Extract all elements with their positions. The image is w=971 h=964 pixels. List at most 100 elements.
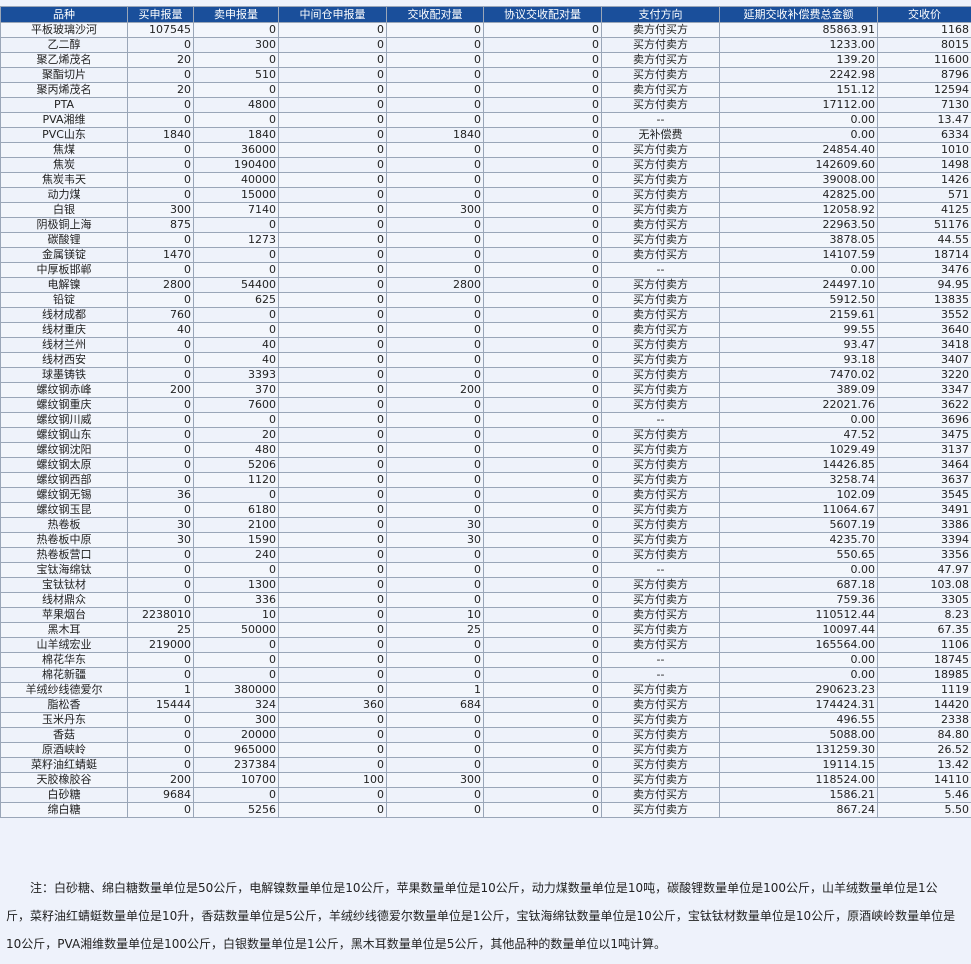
agreement-matched-cell: 0 <box>483 277 602 293</box>
sell-qty-cell: 36000 <box>193 142 279 158</box>
table-row: 羊绒纱线德爱尔 1 380000 0 1 0 买方付卖方 290623.23 1119 <box>0 682 971 698</box>
table-row: 玉米丹东 0 300 0 0 0 买方付卖方 496.55 2338 <box>0 712 971 728</box>
matched-qty-cell: 0 <box>386 322 484 338</box>
agreement-matched-cell: 0 <box>483 472 602 488</box>
intermediate-qty-cell: 0 <box>278 562 387 578</box>
buy-qty-cell: 0 <box>127 472 194 488</box>
intermediate-qty-cell: 0 <box>278 607 387 623</box>
settlement-price-cell: 3394 <box>877 532 971 548</box>
intermediate-qty-cell: 360 <box>278 697 387 713</box>
settlement-price-cell: 18745 <box>877 652 971 668</box>
matched-qty-cell: 0 <box>386 187 484 203</box>
agreement-matched-cell: 0 <box>483 682 602 698</box>
sell-qty-cell: 40000 <box>193 172 279 188</box>
settlement-price-cell: 3552 <box>877 307 971 323</box>
table-row: 棉花新疆 0 0 0 0 0 -- 0.00 18985 <box>0 667 971 683</box>
variety-cell: 线材兰州 <box>0 337 128 353</box>
variety-cell: 宝钛海绵钛 <box>0 562 128 578</box>
intermediate-qty-cell: 0 <box>278 37 387 53</box>
compensation-cell: 10097.44 <box>719 622 878 638</box>
variety-cell: 焦炭韦天 <box>0 172 128 188</box>
intermediate-qty-cell: 0 <box>278 202 387 218</box>
table-row: 天胶橡胶谷 200 10700 100 300 0 买方付卖方 118524.00 14110 <box>0 772 971 788</box>
matched-qty-cell: 0 <box>386 172 484 188</box>
intermediate-qty-cell: 0 <box>278 472 387 488</box>
buy-qty-cell: 0 <box>127 442 194 458</box>
sell-qty-cell: 0 <box>193 487 279 503</box>
agreement-matched-cell: 0 <box>483 352 602 368</box>
buy-qty-cell: 1 <box>127 682 194 698</box>
buy-qty-cell: 20 <box>127 52 194 68</box>
agreement-matched-cell: 0 <box>483 172 602 188</box>
intermediate-qty-cell: 0 <box>278 637 387 653</box>
compensation-cell: 142609.60 <box>719 157 878 173</box>
matched-qty-cell: 0 <box>386 442 484 458</box>
table-row: 白砂糖 9684 0 0 0 0 卖方付买方 1586.21 5.46 <box>0 787 971 803</box>
variety-cell: 线材成都 <box>0 307 128 323</box>
sell-qty-cell: 0 <box>193 322 279 338</box>
variety-cell: 宝钛钛材 <box>0 577 128 593</box>
sell-qty-cell: 20 <box>193 427 279 443</box>
variety-cell: 天胶橡胶谷 <box>0 772 128 788</box>
table-row: 线材成都 760 0 0 0 0 卖方付买方 2159.61 3552 <box>0 307 971 323</box>
table-row: 线材兰州 0 40 0 0 0 买方付卖方 93.47 3418 <box>0 337 971 353</box>
payment-direction-cell: 卖方付买方 <box>601 607 720 623</box>
matched-qty-cell: 0 <box>386 427 484 443</box>
matched-qty-cell: 0 <box>386 802 484 818</box>
sell-qty-cell: 336 <box>193 592 279 608</box>
variety-cell: 螺纹钢重庆 <box>0 397 128 413</box>
payment-direction-cell: 买方付卖方 <box>601 772 720 788</box>
sell-qty-cell: 190400 <box>193 157 279 173</box>
payment-direction-cell: 买方付卖方 <box>601 352 720 368</box>
agreement-matched-cell: 0 <box>483 67 602 83</box>
table-row: 聚酯切片 0 510 0 0 0 买方付卖方 2242.98 8796 <box>0 67 971 83</box>
buy-qty-cell: 0 <box>127 742 194 758</box>
matched-qty-cell: 1 <box>386 682 484 698</box>
matched-qty-cell: 25 <box>386 622 484 638</box>
payment-direction-cell: 买方付卖方 <box>601 442 720 458</box>
table-row: 焦煤 0 36000 0 0 0 买方付卖方 24854.40 1010 <box>0 142 971 158</box>
settlement-price-cell: 8796 <box>877 67 971 83</box>
sell-qty-cell: 50000 <box>193 622 279 638</box>
intermediate-qty-cell: 0 <box>278 652 387 668</box>
agreement-matched-cell: 0 <box>483 487 602 503</box>
sell-qty-cell: 54400 <box>193 277 279 293</box>
table-row: 金属镁锭 1470 0 0 0 0 卖方付买方 14107.59 18714 <box>0 247 971 263</box>
compensation-cell: 5607.19 <box>719 517 878 533</box>
table-row: PTA 0 4800 0 0 0 买方付卖方 17112.00 7130 <box>0 97 971 113</box>
sell-qty-cell: 1300 <box>193 577 279 593</box>
settlement-price-cell: 3137 <box>877 442 971 458</box>
table-row: 平板玻璃沙河 107545 0 0 0 0 卖方付买方 85863.91 1168 <box>0 22 971 38</box>
intermediate-qty-cell: 0 <box>278 667 387 683</box>
compensation-cell: 165564.00 <box>719 637 878 653</box>
table-row: 香菇 0 20000 0 0 0 买方付卖方 5088.00 84.80 <box>0 727 971 743</box>
col-header-settlement-price: 交收价 <box>877 6 971 23</box>
payment-direction-cell: 卖方付买方 <box>601 487 720 503</box>
settlement-price-cell: 84.80 <box>877 727 971 743</box>
payment-direction-cell: 买方付卖方 <box>601 382 720 398</box>
intermediate-qty-cell: 0 <box>278 67 387 83</box>
sell-qty-cell: 0 <box>193 22 279 38</box>
buy-qty-cell: 0 <box>127 802 194 818</box>
matched-qty-cell: 0 <box>386 712 484 728</box>
agreement-matched-cell: 0 <box>483 157 602 173</box>
settlement-price-cell: 47.97 <box>877 562 971 578</box>
settlement-price-cell: 3637 <box>877 472 971 488</box>
table-row: 线材重庆 40 0 0 0 0 卖方付买方 99.55 3640 <box>0 322 971 338</box>
compensation-cell: 22963.50 <box>719 217 878 233</box>
compensation-cell: 550.65 <box>719 547 878 563</box>
table-row: 热卷板 30 2100 0 30 0 买方付卖方 5607.19 3386 <box>0 517 971 533</box>
variety-cell: 白砂糖 <box>0 787 128 803</box>
variety-cell: 螺纹钢玉昆 <box>0 502 128 518</box>
sell-qty-cell: 0 <box>193 667 279 683</box>
settlement-price-cell: 13.47 <box>877 112 971 128</box>
settlement-price-cell: 1426 <box>877 172 971 188</box>
intermediate-qty-cell: 0 <box>278 757 387 773</box>
intermediate-qty-cell: 0 <box>278 292 387 308</box>
variety-cell: 螺纹钢西部 <box>0 472 128 488</box>
table-row: 螺纹钢重庆 0 7600 0 0 0 买方付卖方 22021.76 3622 <box>0 397 971 413</box>
payment-direction-cell: 买方付卖方 <box>601 577 720 593</box>
settlement-price-cell: 3475 <box>877 427 971 443</box>
buy-qty-cell: 0 <box>127 232 194 248</box>
payment-direction-cell: 买方付卖方 <box>601 502 720 518</box>
